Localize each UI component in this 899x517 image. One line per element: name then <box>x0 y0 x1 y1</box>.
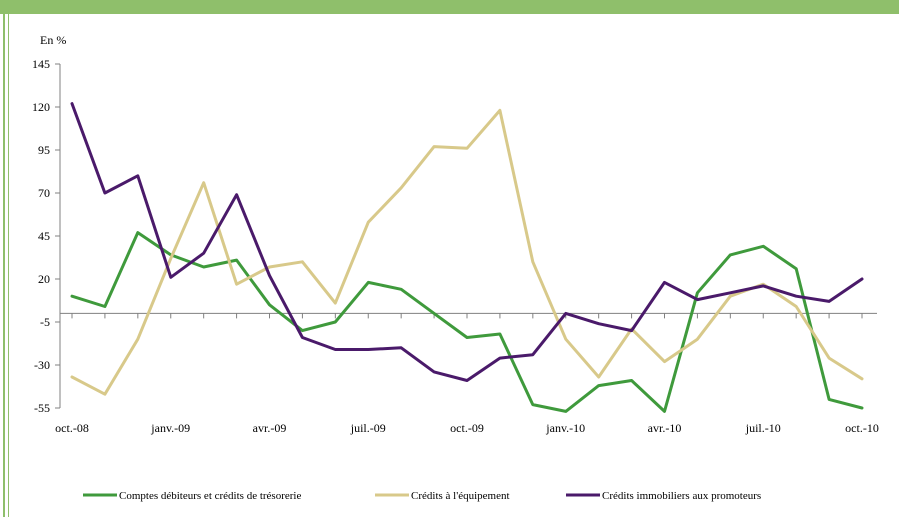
left-border-line <box>3 14 5 517</box>
y-tick-label: 45 <box>38 229 50 243</box>
y-tick-label: 95 <box>38 143 50 157</box>
y-tick-label: -5 <box>40 315 50 329</box>
legend-label-3: Crédits immobiliers aux promoteurs <box>602 490 761 502</box>
y-tick-label: 120 <box>32 100 50 114</box>
series-layer <box>70 102 864 413</box>
series-line-1 <box>70 231 864 413</box>
x-tick-label: juil.-09 <box>350 421 386 435</box>
y-tick-label: -55 <box>34 401 50 415</box>
header-bar <box>0 0 899 14</box>
legend-label-1: Comptes débiteurs et crédits de trésorer… <box>119 490 301 502</box>
x-tick-label: juil.-10 <box>745 421 781 435</box>
x-tick-label: oct.-10 <box>845 421 879 435</box>
x-tick-label: avr.-10 <box>648 421 682 435</box>
x-tick-label: janv.-10 <box>545 421 585 435</box>
series-line-2 <box>70 108 864 396</box>
legend-label-2: Crédits à l'équipement <box>411 490 510 502</box>
series-line-3 <box>70 102 864 382</box>
y-tick-label: -30 <box>34 358 50 372</box>
x-tick-label: avr.-09 <box>253 421 287 435</box>
axes: 145 120 95 70 45 20 -5 -30 -55 oct.-08 janv.-09 avr… <box>32 57 879 435</box>
y-axis-unit-label: En % <box>40 33 66 47</box>
x-tick-label: janv.-09 <box>150 421 190 435</box>
left-border-line-inner <box>8 14 9 517</box>
y-tick-label: 20 <box>38 272 50 286</box>
y-tick-label: 70 <box>38 186 50 200</box>
legend: Comptes débiteurs et crédits de trésorer… <box>83 490 761 502</box>
y-tick-label: 145 <box>32 57 50 71</box>
x-tick-label: oct.-08 <box>55 421 89 435</box>
x-tick-label: oct.-09 <box>450 421 484 435</box>
